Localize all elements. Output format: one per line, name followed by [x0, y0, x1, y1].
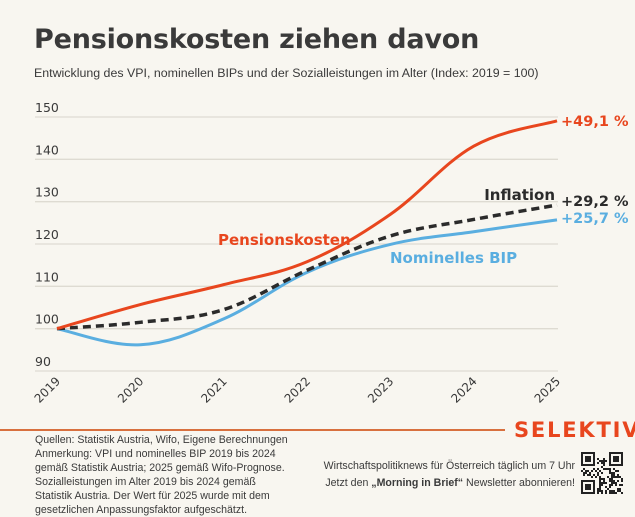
- y-tick-label: 150: [35, 100, 59, 115]
- qr-code-icon[interactable]: [581, 452, 623, 494]
- y-tick-label: 120: [35, 227, 59, 242]
- x-tick-label: 2021: [198, 374, 229, 405]
- note-line: Anmerkung: VPI und nominelles BIP 2019 b…: [35, 447, 305, 461]
- promo-post: Newsletter abonnieren!: [463, 477, 575, 489]
- series-name-label: Nominelles BIP: [390, 249, 517, 267]
- note-line: Quellen: Statistik Austria, Wifo, Eigene…: [35, 433, 305, 447]
- end-value-label: +25,7 %: [561, 211, 629, 227]
- selektiv-logo[interactable]: SELEKTIV: [514, 418, 635, 442]
- promo-pre: Jetzt den: [325, 477, 371, 489]
- y-tick-label: 90: [35, 354, 51, 369]
- y-tick-label: 130: [35, 185, 59, 200]
- newsletter-promo[interactable]: Wirtschaftspolitiknews für Österreich tä…: [324, 458, 575, 492]
- x-tick-label: 2025: [532, 374, 563, 405]
- y-tick-label: 100: [35, 312, 59, 327]
- x-tick-label: 2024: [448, 374, 479, 405]
- end-value-label: +29,2 %: [561, 194, 629, 210]
- promo-line-2: Jetzt den „Morning in Brief“ Newsletter …: [324, 475, 575, 492]
- x-tick-label: 2023: [365, 374, 396, 405]
- line-chart: 90 100 110 120 130 140 150 2019 2020 2021 2022 202…: [0, 0, 635, 420]
- footer-divider: [0, 429, 505, 431]
- note-line: gemäß Statistik Austria; 2025 gemäß Wifo…: [35, 461, 305, 475]
- y-tick-label: 140: [35, 142, 59, 157]
- x-tick-label: 2022: [282, 374, 313, 405]
- note-line: Sozialleistungen im Alter 2019 bis 2024 …: [35, 475, 305, 489]
- y-tick-label: 110: [35, 269, 59, 284]
- x-tick-label: 2019: [32, 374, 63, 405]
- series-name-label: Pensionskosten: [218, 231, 351, 249]
- newsletter-name[interactable]: „Morning in Brief“: [371, 477, 463, 489]
- x-tick-label: 2020: [115, 374, 146, 405]
- promo-line-1: Wirtschaftspolitiknews für Österreich tä…: [324, 458, 575, 475]
- source-notes: Quellen: Statistik Austria, Wifo, Eigene…: [35, 433, 305, 517]
- series-line-pensionskosten: [57, 121, 557, 329]
- series-name-label: Inflation: [484, 186, 555, 204]
- x-axis-ticks: 2019 2020 2021 2022 2023 2024 2025: [32, 374, 563, 405]
- note-line: Statistik Austria. Der Wert für 2025 wur…: [35, 489, 305, 503]
- end-value-label: +49,1 %: [561, 114, 629, 130]
